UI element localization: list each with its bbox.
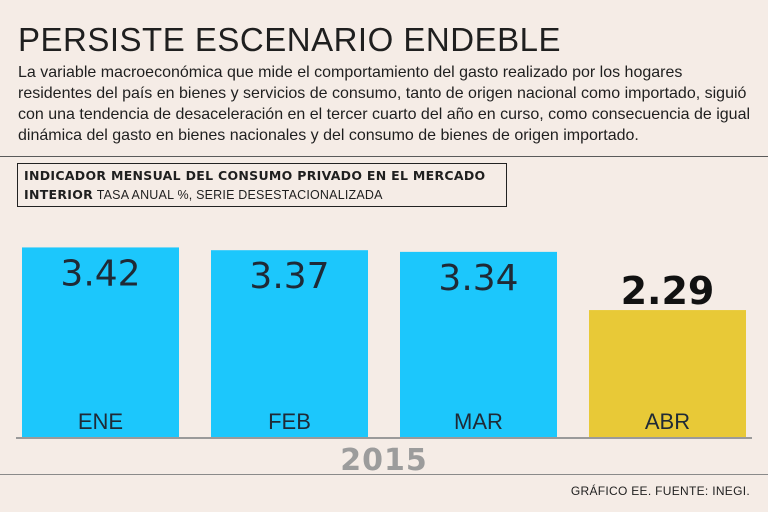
indicator-name: INDICADOR MENSUAL DEL CONSUMO PRIVADO EN… <box>24 168 486 202</box>
bar-chart: 3.42 ENE 3.37 FEB 3.34 MAR 2.29 ABR 2015 <box>16 247 752 475</box>
bar-abr <box>589 310 746 437</box>
chart-title: PERSISTE ESCENARIO ENDEBLE <box>18 21 561 58</box>
category-label-feb: FEB <box>268 409 311 434</box>
indicator-unit: TASA ANUAL %, SERIE DESESTACIONALIZADA <box>96 188 383 202</box>
value-label-mar: 3.34 <box>438 258 518 299</box>
value-label-ene: 3.42 <box>60 253 140 294</box>
footer-divider <box>0 474 768 475</box>
bar-feb <box>211 250 368 437</box>
value-label-feb: 3.37 <box>249 256 329 297</box>
value-label-abr: 2.29 <box>621 269 715 313</box>
bar-mar <box>400 251 557 437</box>
category-label-abr: ABR <box>645 409 690 434</box>
indicator-label-box: INDICADOR MENSUAL DEL CONSUMO PRIVADO EN… <box>17 163 507 207</box>
category-label-mar: MAR <box>454 409 503 434</box>
category-label-ene: ENE <box>78 409 123 434</box>
source-note: GRÁFICO EE. FUENTE: INEGI. <box>570 484 750 498</box>
x-axis-year-label: 2015 <box>340 443 428 475</box>
bar-ene <box>22 247 179 437</box>
chart-description: La variable macroeconómica que mide el c… <box>18 64 751 144</box>
divider <box>0 156 768 157</box>
